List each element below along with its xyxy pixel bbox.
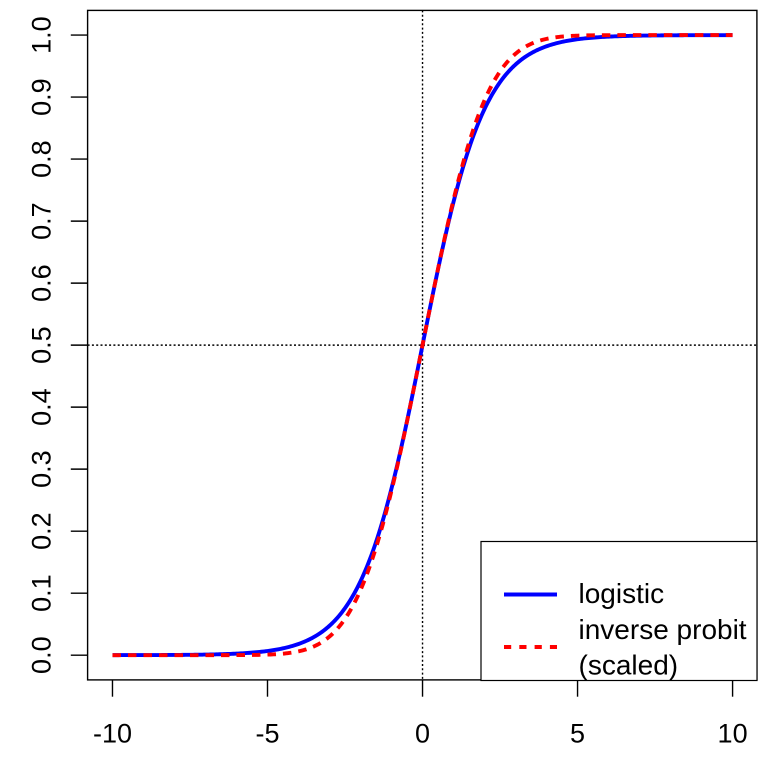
svg-text:5: 5 — [570, 718, 585, 748]
svg-text:0.3: 0.3 — [27, 450, 57, 488]
svg-text:inverse probit: inverse probit — [579, 614, 747, 645]
svg-text:0.8: 0.8 — [27, 140, 57, 178]
svg-text:logistic: logistic — [579, 578, 665, 609]
svg-text:(scaled): (scaled) — [579, 650, 679, 681]
svg-text:0.9: 0.9 — [27, 78, 57, 116]
svg-text:0.6: 0.6 — [27, 264, 57, 302]
svg-text:0.5: 0.5 — [27, 326, 57, 364]
svg-text:10: 10 — [718, 718, 748, 748]
svg-text:0.1: 0.1 — [27, 574, 57, 612]
svg-text:0.2: 0.2 — [27, 512, 57, 550]
svg-text:0.7: 0.7 — [27, 202, 57, 240]
svg-text:0: 0 — [415, 718, 430, 748]
svg-text:0.0: 0.0 — [27, 636, 57, 674]
svg-text:1.0: 1.0 — [27, 16, 57, 54]
svg-text:-5: -5 — [255, 718, 279, 748]
svg-text:0.4: 0.4 — [27, 388, 57, 426]
svg-text:-10: -10 — [93, 718, 132, 748]
